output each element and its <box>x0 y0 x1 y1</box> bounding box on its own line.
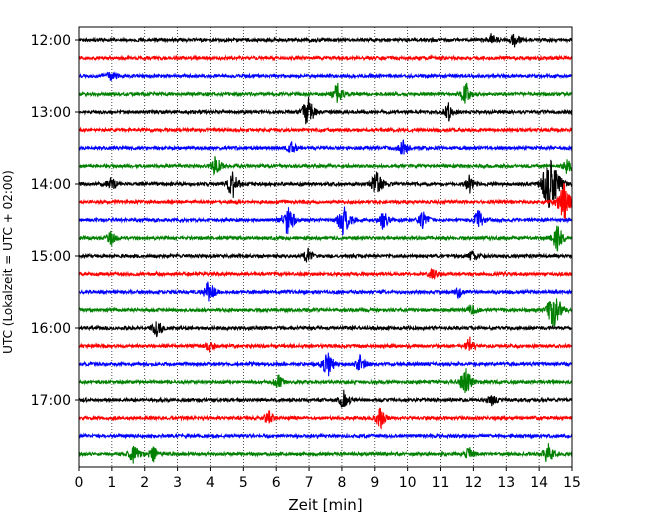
trace-1330 <box>78 139 573 155</box>
y-axis-label: UTC (Lokalzeit = UTC + 02:00) <box>1 170 15 354</box>
trace-1500 <box>78 247 573 263</box>
x-axis-label: Zeit [min] <box>288 496 362 514</box>
plot-frame <box>78 26 573 468</box>
x-axis: 0 1 2 3 4 5 6 7 8 9 10 11 12 13 14 15 <box>75 467 581 491</box>
x-tick-label: 10 <box>399 475 417 491</box>
trace-1245 <box>78 82 573 104</box>
x-tick-label: 1 <box>107 475 116 491</box>
trace-1700 <box>78 389 573 408</box>
trace-1230 <box>78 71 573 81</box>
y-tick-label: 14:00 <box>31 177 71 193</box>
trace-1430 <box>78 206 573 237</box>
x-tick-label: 7 <box>305 475 314 491</box>
trace-1200 <box>78 33 573 48</box>
trace-1615 <box>78 336 573 353</box>
y-tick-label: 15:00 <box>31 249 71 265</box>
trace-1645 <box>78 368 573 394</box>
trace-1300 <box>78 97 573 125</box>
y-tick-label: 17:00 <box>31 393 71 409</box>
x-tick-label: 2 <box>140 475 149 491</box>
y-tick-label: 12:00 <box>31 33 71 49</box>
x-tick-label: 5 <box>239 475 248 491</box>
x-tick-label: 6 <box>272 475 281 491</box>
grid <box>111 27 540 467</box>
x-tick-label: 13 <box>497 475 515 491</box>
trace-1715 <box>78 407 573 430</box>
trace-1730 <box>78 432 573 440</box>
y-tick-label: 13:00 <box>31 105 71 121</box>
trace-1630 <box>78 352 573 377</box>
trace-1600 <box>78 321 573 338</box>
x-tick-label: 9 <box>370 475 379 491</box>
trace-1530 <box>78 281 573 302</box>
trace-1445 <box>78 225 573 252</box>
trace-1415 <box>78 182 573 221</box>
x-tick-label: 3 <box>173 475 182 491</box>
trace-1400 <box>78 159 573 208</box>
x-tick-label: 14 <box>530 475 548 491</box>
x-tick-label: 15 <box>563 475 581 491</box>
trace-1545 <box>78 298 573 327</box>
x-tick-label: 12 <box>464 475 482 491</box>
y-tick-label: 16:00 <box>31 321 71 337</box>
x-tick-label: 0 <box>75 475 84 491</box>
trace-1215 <box>78 54 573 62</box>
trace-1745 <box>78 443 573 464</box>
x-tick-label: 11 <box>432 475 450 491</box>
trace-1345 <box>78 156 573 176</box>
trace-1315 <box>78 126 573 134</box>
trace-1515 <box>78 267 573 281</box>
x-tick-label: 4 <box>206 475 215 491</box>
x-tick-label: 8 <box>337 475 346 491</box>
y-axis: 12:00 13:00 14:00 15:00 16:00 17:00 <box>31 33 79 409</box>
traces <box>78 33 573 464</box>
